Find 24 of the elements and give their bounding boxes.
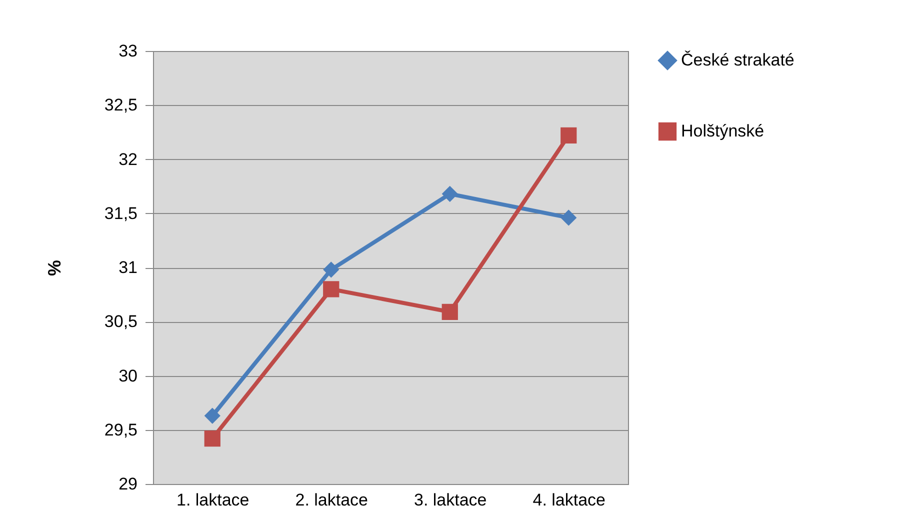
y-tick-label: 31 — [118, 258, 138, 277]
legend-label: České strakaté — [681, 50, 794, 70]
point — [204, 430, 220, 447]
y-axis-title: % — [44, 260, 64, 276]
point — [560, 127, 577, 144]
point — [560, 210, 577, 226]
y-tick-label: 30 — [118, 366, 138, 386]
y-tick-label: 29 — [118, 474, 138, 494]
x-tick-label: 4. laktace — [532, 490, 606, 510]
point — [442, 304, 458, 320]
y-tick-label: 30,5 — [104, 312, 138, 332]
point — [442, 186, 458, 202]
y-tick-label: 32,5 — [104, 96, 138, 115]
point — [204, 408, 220, 424]
y-tick-label: 32 — [118, 150, 138, 169]
y-tick-label: 31,5 — [104, 204, 138, 223]
y-tick-label: 33 — [118, 42, 138, 60]
point — [323, 281, 340, 298]
y-tick-label: 29,5 — [104, 420, 138, 440]
point — [323, 262, 340, 278]
x-tick-label: 3. laktace — [414, 490, 487, 510]
x-tick-label: 2. laktace — [295, 490, 368, 510]
legend-label: Holštýnské — [681, 122, 764, 140]
x-tick-label: 1. laktace — [176, 490, 250, 510]
